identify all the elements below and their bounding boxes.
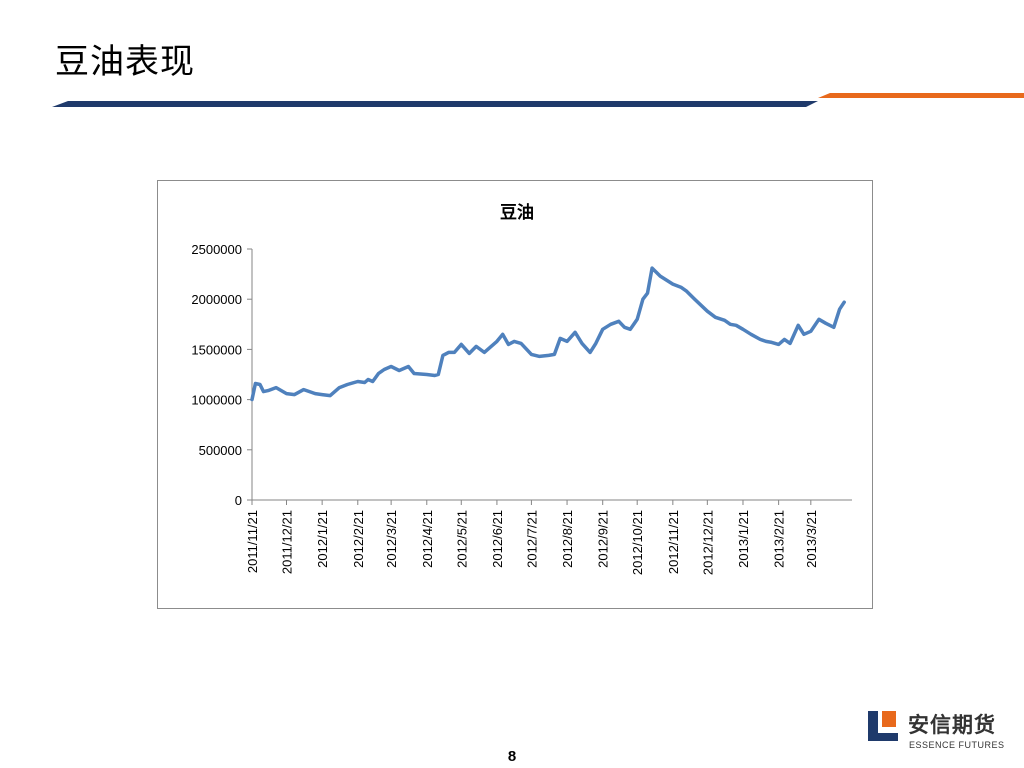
y-tick-label: 500000: [199, 443, 242, 458]
page-number: 8: [507, 748, 517, 765]
y-tick-label: 0: [235, 493, 242, 508]
x-tick-label: 2013/1/21: [736, 510, 751, 568]
x-tick-label: 2012/11/21: [666, 510, 681, 574]
y-tick-label: 1000000: [191, 393, 242, 408]
chart-frame: 豆油 0 500000 1000000 1500000 2000000 2500000 2…: [157, 180, 873, 609]
x-tick-label: 2012/4/21: [420, 510, 435, 568]
x-tick-label: 2012/12/21: [700, 510, 715, 575]
x-tick-label: 2012/6/21: [490, 510, 505, 568]
company-logo: 安信期货 ESSENCE FUTURES: [866, 707, 1006, 757]
series-line: [250, 266, 846, 402]
x-tick-label: 2013/2/21: [772, 510, 787, 568]
slide-title: 豆油表现: [55, 42, 195, 82]
title-underline: [52, 93, 1024, 107]
series-layer: [250, 266, 846, 402]
x-tick-label: 2012/7/21: [524, 510, 539, 568]
y-tick-label: 2500000: [191, 242, 242, 257]
logo-subtitle: ESSENCE FUTURES: [909, 740, 1005, 750]
x-tick-label: 2011/12/21: [279, 510, 294, 574]
y-tick-label: 1500000: [191, 342, 242, 357]
chart-title: 豆油: [500, 202, 534, 223]
y-axis: 0 500000 1000000 1500000 2000000 2500000: [191, 242, 253, 508]
x-tick-label: 2012/9/21: [596, 510, 611, 568]
x-tick-label: 2012/8/21: [560, 510, 575, 568]
x-tick-label: 2011/11/21: [245, 510, 260, 573]
x-tick-label: 2012/1/21: [315, 510, 330, 568]
x-tick-label: 2012/5/21: [454, 510, 469, 568]
logo-mark-icon: [868, 711, 898, 741]
logo-name: 安信期货: [908, 713, 996, 737]
x-tick-label: 2012/10/21: [630, 510, 645, 575]
y-tick-label: 2000000: [191, 292, 242, 307]
line-chart: 豆油 0 500000 1000000 1500000 2000000 2500000 2…: [191, 202, 852, 575]
title-underline-navy: [52, 101, 818, 107]
x-tick-label: 2012/3/21: [384, 510, 399, 568]
x-tick-label: 2012/2/21: [351, 510, 366, 568]
title-underline-orange: [818, 93, 1024, 98]
x-tick-label: 2013/3/21: [804, 510, 819, 568]
x-axis: 2011/11/21 2011/12/21 2012/1/21 2012/2/21 20…: [245, 499, 852, 575]
